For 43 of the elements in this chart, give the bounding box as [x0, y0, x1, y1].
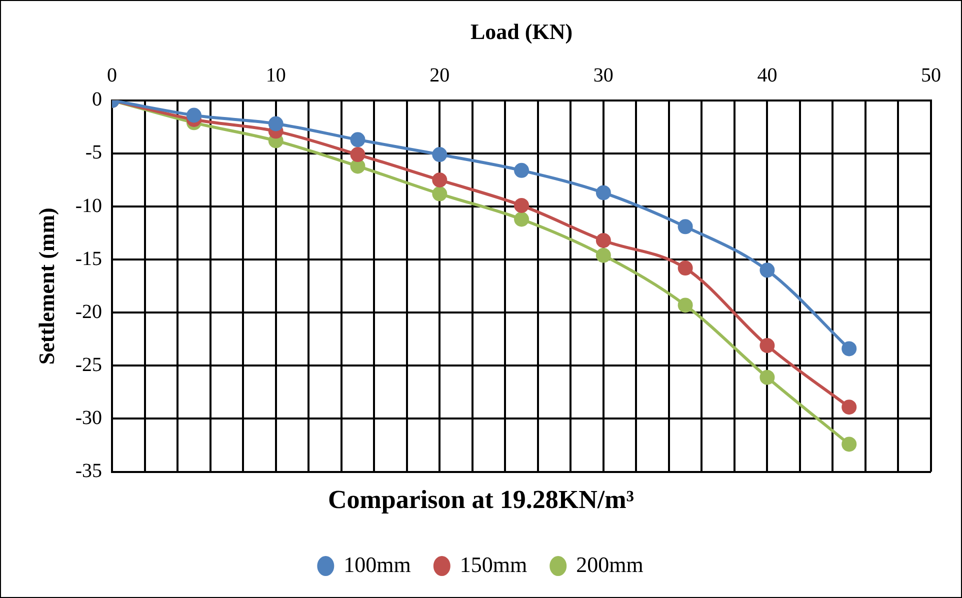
- point: [596, 185, 611, 200]
- x-axis-title: Load (KN): [470, 18, 573, 44]
- point: [350, 132, 366, 148]
- x-tick-label: 10: [266, 64, 286, 87]
- point: [514, 162, 530, 178]
- point: [842, 400, 857, 415]
- y-tick-label: -35: [75, 460, 102, 482]
- y-axis-title: Settlement (mm): [34, 208, 59, 365]
- point: [596, 248, 611, 263]
- point: [268, 116, 284, 132]
- y-tick-label: -20: [75, 300, 102, 323]
- point: [760, 370, 775, 385]
- point: [760, 338, 775, 354]
- point: [350, 147, 366, 162]
- point: [432, 172, 448, 188]
- legend-label: 150mm: [460, 552, 528, 577]
- y-tick-label: -30: [75, 406, 102, 429]
- y-tick-label: -5: [85, 142, 102, 164]
- legend-label: 100mm: [344, 552, 411, 577]
- x-tick-label: 40: [757, 64, 778, 87]
- point: [678, 298, 693, 313]
- point: [596, 232, 611, 248]
- point: [760, 262, 775, 278]
- y-tick-label: 0: [92, 88, 102, 111]
- text: Comparison at 19.28KN/m³: [328, 485, 634, 514]
- x-tick-label: 20: [430, 64, 450, 87]
- point: [432, 147, 448, 162]
- y-tick-label: -25: [75, 354, 102, 376]
- x-tick-label: 50: [921, 64, 941, 87]
- point: [514, 212, 530, 227]
- x-tick-label: 30: [593, 64, 614, 87]
- point: [432, 186, 448, 202]
- point: [678, 260, 693, 276]
- point: [842, 341, 857, 356]
- y-tick-label: -10: [75, 194, 102, 217]
- x-tick-label: 0: [107, 64, 118, 87]
- legend-label: 200mm: [576, 552, 644, 577]
- point: [678, 219, 693, 234]
- point: [350, 158, 366, 174]
- point: [186, 108, 202, 123]
- point: [842, 436, 857, 452]
- y-tick-label: -15: [75, 248, 102, 270]
- point: [514, 198, 530, 213]
